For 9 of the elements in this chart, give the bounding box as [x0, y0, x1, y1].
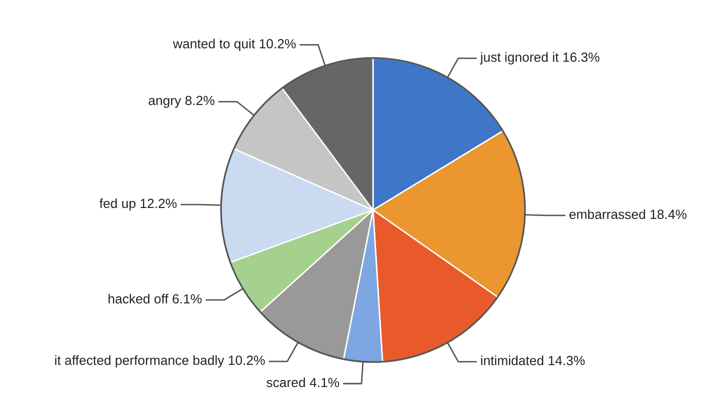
- slice-label: angry 8.2%: [148, 96, 214, 108]
- slice-label: fed up 12.2%: [100, 198, 177, 211]
- slice-label: scared 4.1%: [266, 377, 340, 388]
- slice-label: wanted to quit 10.2%: [172, 38, 296, 52]
- slice-label: just ignored it 16.3%: [480, 52, 600, 64]
- slice-label: embarrassed 18.4%: [569, 209, 687, 220]
- slice-label: it affected performance badly 10.2%: [55, 355, 265, 368]
- slice-label: hacked off 6.1%: [108, 294, 202, 304]
- slice-label: intimidated 14.3%: [481, 356, 585, 366]
